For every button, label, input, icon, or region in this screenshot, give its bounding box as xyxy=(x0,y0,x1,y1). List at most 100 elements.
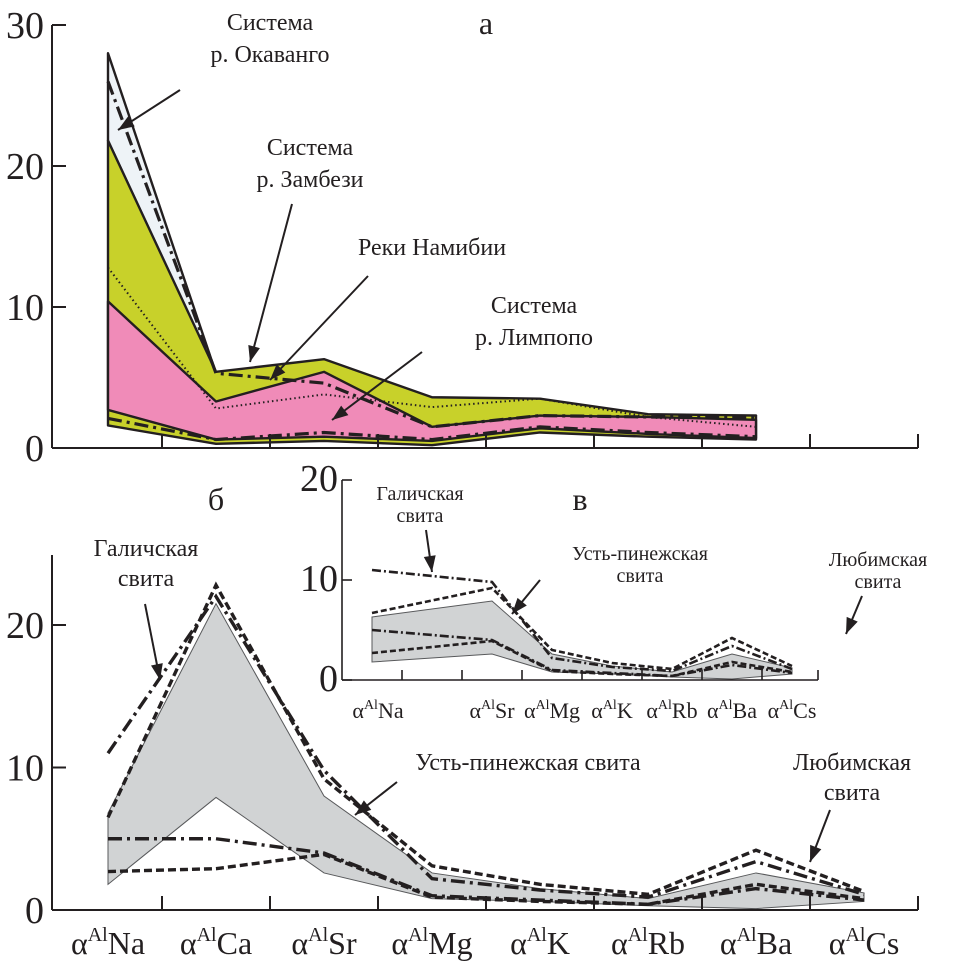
arrow-head xyxy=(355,800,372,815)
x-tick-sup: Al xyxy=(197,924,217,946)
y-tick-label: 30 xyxy=(6,5,44,47)
annotation-ust-pinega: Усть-пинежская свита xyxy=(415,750,641,776)
x-tick-label: αAlRb xyxy=(611,924,685,961)
x-tick-prefix: α xyxy=(291,925,308,961)
annotation-zambezi: р. Замбези xyxy=(256,167,363,193)
arrow-shaft xyxy=(269,275,369,381)
x-tick-label: αAlSr xyxy=(469,698,515,723)
x-tick-prefix: α xyxy=(510,925,527,961)
x-tick-label: αAlMg xyxy=(391,924,472,961)
arrow-limpopo xyxy=(331,351,423,421)
x-tick-label: αAlNa xyxy=(352,698,403,723)
arrow-shaft xyxy=(331,351,423,421)
annotation-limpopo: Система xyxy=(491,293,578,319)
x-tick-prefix: α xyxy=(829,925,846,961)
x-tick-sup: Al xyxy=(308,924,328,946)
panel-a: 0 10 20 30 а Система р. Окаванго Система р. Замб… xyxy=(6,5,919,470)
x-tick-element: Sr xyxy=(328,925,357,961)
x-tick-element: Rb xyxy=(648,925,685,961)
x-tick-element: Cs xyxy=(793,698,816,723)
x-tick-label: αAlSr xyxy=(291,924,357,961)
x-tick-sup: Al xyxy=(603,698,617,713)
annotation-lyubim: Любимская xyxy=(829,549,927,571)
arrow-head xyxy=(151,663,163,680)
y-tick-label: 20 xyxy=(300,458,338,500)
x-tick-element: Rb xyxy=(672,698,698,723)
x-tick-sup: Al xyxy=(737,924,757,946)
x-tick-element: K xyxy=(617,698,633,723)
x-tick-element: Na xyxy=(378,698,404,723)
x-tick-label: αAlK xyxy=(591,698,633,723)
x-tick-sup: Al xyxy=(845,924,865,946)
y-tick-label: 20 xyxy=(6,146,44,188)
arrow-ust-pinega xyxy=(511,579,541,615)
annotation-okavango: р. Окаванго xyxy=(210,42,329,68)
y-tick-label: 0 xyxy=(25,890,44,932)
series-line xyxy=(371,568,793,673)
panel-label: в xyxy=(572,481,587,517)
x-tick-sup: Al xyxy=(779,698,793,713)
arrow-galich xyxy=(423,529,436,573)
x-tick-prefix: α xyxy=(180,925,197,961)
x-tick-label: αAlCa xyxy=(180,924,252,961)
annotation-limpopo: р. Лимпопо xyxy=(475,325,593,351)
x-tick-prefix: α xyxy=(524,698,536,723)
annotation-galich: Галичская xyxy=(376,483,463,505)
y-tick-label: 10 xyxy=(6,748,44,790)
arrow-shaft xyxy=(249,203,293,363)
x-tick-sup: Al xyxy=(481,698,495,713)
x-tick-label: αAlRb xyxy=(646,698,697,723)
x-tick-element: Na xyxy=(108,925,145,961)
arrow-head xyxy=(118,116,135,130)
arrow-namibia xyxy=(269,275,369,381)
x-tick-prefix: α xyxy=(352,698,364,723)
arrow-head xyxy=(270,364,286,380)
x-tick-element: Cs xyxy=(865,925,899,961)
x-tick-prefix: α xyxy=(720,925,737,961)
band-zambezi xyxy=(106,139,758,447)
x-tick-sup: Al xyxy=(408,924,428,946)
x-tick-element: Ba xyxy=(733,698,758,723)
series-line xyxy=(107,416,757,442)
x-tick-sup: Al xyxy=(527,924,547,946)
x-tick-element: Ca xyxy=(217,925,253,961)
x-tick-sup: Al xyxy=(364,698,378,713)
x-tick-label: αAlMg xyxy=(524,698,580,723)
x-tick-label: αAlBa xyxy=(720,924,792,961)
annotation-lyubim: Любимская xyxy=(793,750,911,776)
arrow-lyubim xyxy=(809,809,831,863)
x-tick-prefix: α xyxy=(71,925,88,961)
x-tick-sup: Al xyxy=(88,924,108,946)
arrow-lyubim xyxy=(845,595,863,635)
x-tick-prefix: α xyxy=(768,698,780,723)
x-tick-prefix: α xyxy=(611,925,628,961)
x-tick-prefix: α xyxy=(591,698,603,723)
y-tick-label: 10 xyxy=(6,287,44,329)
arrow-head xyxy=(512,597,527,614)
band-range xyxy=(371,600,793,680)
panel-label: б xyxy=(208,481,224,517)
x-tick-label: αAlCs xyxy=(768,698,817,723)
inset-background xyxy=(350,470,960,730)
x-tick-prefix: α xyxy=(469,698,481,723)
x-tick-label: αAlCs xyxy=(829,924,900,961)
x-tick-sup: Al xyxy=(535,698,549,713)
series-line xyxy=(106,581,865,897)
x-tick-element: Ba xyxy=(757,925,793,961)
annotation-galich: свита xyxy=(118,566,175,592)
x-tick-element: Mg xyxy=(549,698,580,723)
panel-label: а xyxy=(479,5,493,41)
arrow-zambezi xyxy=(248,203,293,363)
annotation-zambezi: Система xyxy=(267,135,354,161)
annotation-galich: свита xyxy=(397,505,444,527)
x-tick-prefix: α xyxy=(646,698,658,723)
y-tick-label: 0 xyxy=(25,428,44,470)
arrow-head xyxy=(248,344,260,362)
x-tick-sup: Al xyxy=(658,698,672,713)
y-tick-label: 10 xyxy=(300,558,338,600)
arrow-head xyxy=(332,405,349,420)
x-tick-label: αAlNa xyxy=(71,924,145,961)
arrow-okavango xyxy=(117,89,181,131)
annotation-lyubim: свита xyxy=(855,571,902,593)
